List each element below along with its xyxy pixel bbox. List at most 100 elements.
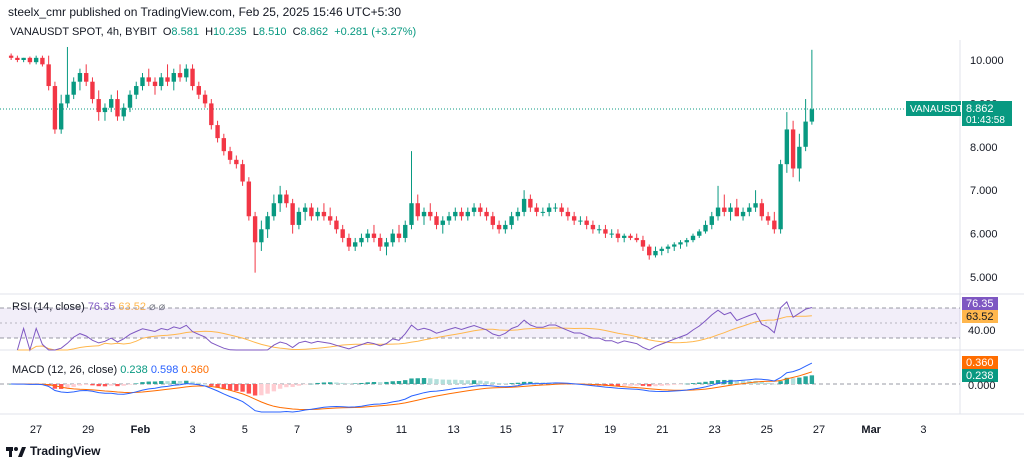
price-tick-label: 8.000 bbox=[970, 142, 998, 154]
rsi-value-tag bbox=[962, 297, 998, 310]
macd-histogram-bar bbox=[809, 375, 815, 384]
macd-signal-line bbox=[11, 371, 813, 410]
macd-histogram-bar bbox=[465, 380, 470, 384]
rsi-value-tag-text: 76.35 bbox=[966, 298, 994, 310]
candle-body bbox=[503, 224, 508, 230]
candle-body bbox=[102, 107, 108, 113]
symbol-title[interactable]: VANAUSDT SPOT, 4h, BYBIT bbox=[10, 26, 157, 38]
macd-histogram-bar bbox=[634, 384, 639, 386]
macd-histogram-bar bbox=[90, 384, 95, 386]
candle-body bbox=[628, 235, 633, 238]
candle-body bbox=[259, 229, 264, 243]
candle-body bbox=[146, 77, 151, 82]
candle-body bbox=[584, 220, 589, 225]
macd-hist-tag bbox=[962, 369, 998, 382]
candle-body bbox=[246, 181, 252, 217]
macd-signal-tag bbox=[962, 356, 998, 369]
candle-body bbox=[277, 194, 283, 204]
macd-histogram-bar bbox=[684, 383, 689, 385]
macd-histogram-bar bbox=[390, 381, 395, 384]
high-value: 10.235 bbox=[213, 26, 247, 38]
candle-body bbox=[615, 233, 621, 238]
tradingview-logo-icon bbox=[6, 447, 26, 457]
macd-histogram-bar bbox=[740, 380, 746, 384]
candle-body bbox=[52, 86, 58, 130]
macd-histogram-bar bbox=[102, 384, 108, 387]
candle-body bbox=[434, 216, 439, 225]
macd-histogram-bar bbox=[302, 384, 308, 385]
candle-body bbox=[171, 73, 176, 82]
macd-histogram-bar bbox=[484, 381, 489, 384]
candle-body bbox=[396, 233, 402, 238]
macd-histogram-bar bbox=[715, 380, 721, 384]
candle-body bbox=[647, 246, 652, 256]
macd-histogram-bar bbox=[759, 381, 765, 384]
candle-body bbox=[15, 57, 20, 60]
time-tick-label: 21 bbox=[656, 424, 668, 436]
macd-histogram-bar bbox=[259, 384, 264, 396]
macd-histogram-bar bbox=[221, 384, 227, 390]
macd-histogram-bar bbox=[353, 383, 358, 384]
macd-histogram-bar bbox=[315, 382, 320, 384]
candle-body bbox=[640, 240, 646, 247]
candle-body bbox=[659, 248, 664, 251]
candle-body bbox=[321, 211, 327, 217]
time-axis[interactable]: 27 29 Feb 3 5 7 9 11 13 15 17 19 21 23 25 27 Mar 3 bbox=[30, 424, 927, 436]
candle-body bbox=[603, 229, 608, 234]
macd-histogram-bar bbox=[196, 382, 201, 384]
rsi-settings-icon[interactable]: ⌀ ⌀ bbox=[149, 301, 166, 313]
macd-label[interactable]: MACD (12, 26, close) bbox=[12, 364, 118, 376]
candle-body bbox=[440, 220, 445, 225]
candle-body bbox=[365, 233, 370, 238]
macd-histogram-bar bbox=[96, 384, 101, 387]
candle-body bbox=[302, 207, 308, 212]
candle-body bbox=[459, 211, 464, 217]
candle-body bbox=[540, 211, 546, 213]
macd-histogram-bar bbox=[765, 382, 771, 384]
candle-body bbox=[703, 224, 708, 232]
price-tag: VANAUSDT 8.862 01:43:58 bbox=[906, 101, 1012, 126]
macd-histogram-bar bbox=[672, 384, 677, 385]
candle-body bbox=[115, 99, 120, 117]
candle-body bbox=[340, 229, 345, 238]
macd-histogram-bar bbox=[384, 381, 389, 384]
candle-body bbox=[521, 198, 527, 212]
candle-body bbox=[571, 216, 577, 221]
candle-body bbox=[797, 146, 802, 169]
rsi-label[interactable]: RSI (14, close) bbox=[12, 301, 85, 313]
macd-histogram-bar bbox=[271, 384, 277, 392]
candle-body bbox=[240, 164, 245, 182]
candle-body bbox=[590, 224, 596, 230]
macd-histogram-bar bbox=[421, 378, 427, 384]
candle-body bbox=[159, 77, 164, 87]
candle-body bbox=[559, 207, 564, 212]
candle-body bbox=[409, 203, 414, 225]
macd-histogram-bar bbox=[77, 384, 83, 386]
time-tick-label: 23 bbox=[708, 424, 720, 436]
macd-histogram-bar bbox=[790, 378, 796, 384]
macd-histogram-bar bbox=[84, 384, 89, 385]
macd-histogram-bar bbox=[615, 384, 621, 387]
macd-histogram-bar bbox=[784, 377, 790, 384]
candle-body bbox=[665, 246, 671, 249]
macd-histogram-bar bbox=[140, 382, 145, 384]
macd-histogram-bar bbox=[284, 384, 289, 388]
price-tag-countdown: 01:43:58 bbox=[966, 115, 1005, 126]
footer-brand[interactable]: TradingView bbox=[6, 444, 100, 458]
high-label: H bbox=[205, 26, 214, 38]
macd-histogram-bar bbox=[471, 380, 477, 384]
candle-body bbox=[134, 86, 139, 95]
candle-body bbox=[672, 244, 677, 247]
macd-histogram-bar bbox=[227, 384, 233, 391]
macd-histogram-bar bbox=[521, 381, 527, 384]
price-tag-price: 8.862 bbox=[966, 103, 994, 115]
time-tick-label: 5 bbox=[242, 424, 248, 436]
time-tick-label: 3 bbox=[190, 424, 196, 436]
macd-histogram-bar bbox=[52, 384, 58, 389]
macd-histogram-bar bbox=[240, 384, 245, 392]
candle-body bbox=[403, 224, 408, 238]
candle-body bbox=[27, 57, 33, 63]
candle-body bbox=[90, 81, 95, 100]
